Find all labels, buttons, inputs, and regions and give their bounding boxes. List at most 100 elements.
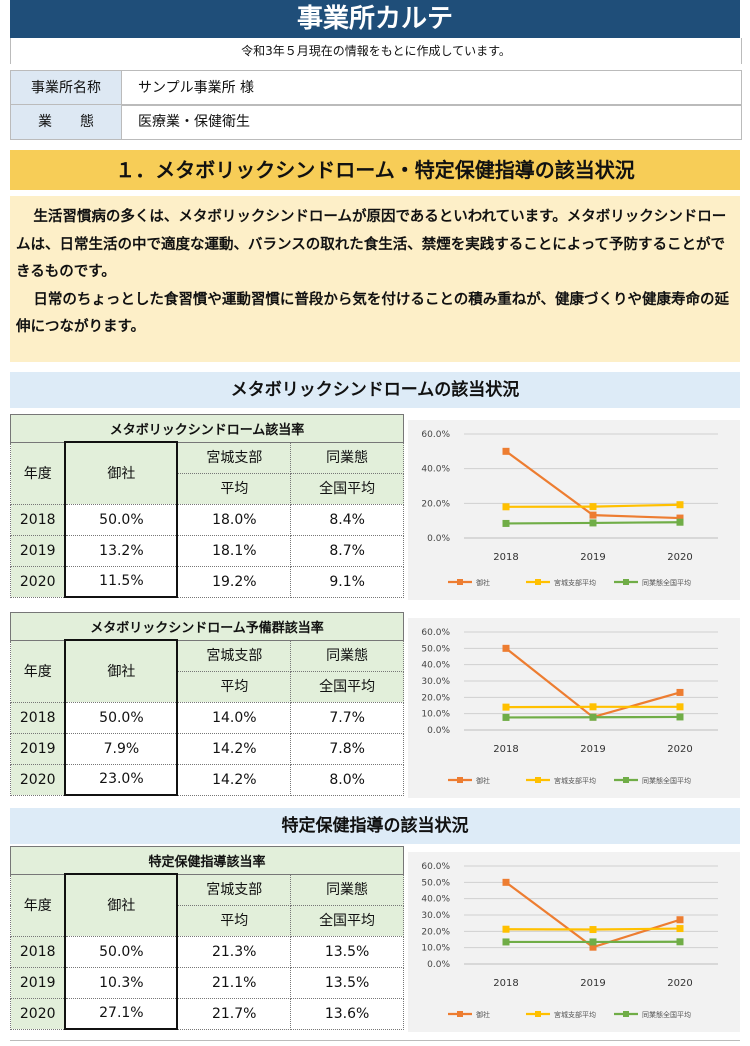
intro-paragraph: 生活習慣病の多くは、メタボリックシンドロームが原因であるといわれています。メタボ… bbox=[16, 209, 727, 280]
x-tick-label: 2018 bbox=[493, 978, 518, 989]
data-point bbox=[589, 511, 597, 519]
year-cell: 2018 bbox=[10, 503, 66, 536]
table-row: 2020 27.1% 21.7% 13.6% bbox=[10, 997, 404, 1030]
miyagi-cell: 14.2% bbox=[176, 763, 292, 796]
year-cell: 2020 bbox=[10, 565, 66, 598]
data-point bbox=[676, 916, 684, 924]
national-cell: 13.5% bbox=[290, 935, 404, 968]
national-cell: 8.4% bbox=[290, 503, 404, 536]
legend-marker bbox=[535, 1011, 541, 1017]
miyagi-cell: 18.1% bbox=[176, 534, 292, 567]
section-title: １．メタボリックシンドローム・特定保健指導の該当状況 bbox=[10, 150, 740, 190]
data-point bbox=[502, 938, 510, 946]
miyagi-cell: 19.2% bbox=[176, 565, 292, 598]
miyagi-cell: 21.3% bbox=[176, 935, 292, 968]
info-value: 医療業・保健衛生 bbox=[138, 114, 250, 130]
legend-marker bbox=[457, 579, 463, 585]
x-tick-label: 2019 bbox=[580, 552, 605, 563]
data-point bbox=[502, 447, 510, 455]
table-row: 2020 23.0% 14.2% 8.0% bbox=[10, 763, 404, 796]
y-tick-label: 50.0% bbox=[421, 644, 450, 654]
subsection-title-tokutei: 特定保健指導の該当状況 bbox=[10, 808, 740, 844]
x-tick-label: 2018 bbox=[493, 744, 518, 755]
metabo-rate-block: メタボリックシンドローム該当率 年度 御社 宮城支部 同業態 平均 全国平均 2… bbox=[10, 414, 740, 604]
data-point bbox=[589, 943, 597, 951]
data-point bbox=[502, 503, 510, 511]
miyagi-cell: 21.1% bbox=[176, 966, 292, 999]
table-row: 2018 50.0% 14.0% 7.7% bbox=[10, 701, 404, 734]
year-cell: 2018 bbox=[10, 701, 66, 734]
line-chart: 0.0% 20.0% 40.0% 60.0% 2018 2019 2020 御社 宮城支部平均 同… bbox=[408, 420, 740, 600]
legend-marker bbox=[535, 579, 541, 585]
y-tick-label: 0.0% bbox=[427, 726, 450, 736]
data-point bbox=[676, 688, 684, 696]
header-miyagi-2: 平均 bbox=[176, 670, 292, 703]
data-point bbox=[676, 938, 684, 946]
ours-cell: 10.3% bbox=[64, 966, 179, 999]
legend-label: 同業態全国平均 bbox=[642, 776, 691, 785]
header-national-2: 全国平均 bbox=[290, 904, 404, 937]
data-point bbox=[502, 519, 510, 527]
header-national-2: 全国平均 bbox=[290, 670, 404, 703]
x-tick-label: 2020 bbox=[667, 744, 692, 755]
y-tick-label: 60.0% bbox=[421, 862, 450, 872]
table-title: 特定保健指導該当率 bbox=[10, 846, 404, 875]
header-national-2: 全国平均 bbox=[290, 472, 404, 505]
rate-table: メタボリックシンドローム予備群該当率 年度 御社 宮城支部 同業態 平均 全国平… bbox=[10, 612, 404, 796]
table-row: 2018 50.0% 21.3% 13.5% bbox=[10, 935, 404, 968]
y-tick-label: 0.0% bbox=[427, 534, 450, 544]
data-point bbox=[676, 518, 684, 526]
y-tick-label: 40.0% bbox=[421, 661, 450, 671]
data-point bbox=[676, 514, 684, 522]
ours-cell: 50.0% bbox=[64, 935, 179, 968]
data-point bbox=[676, 703, 684, 711]
header-miyagi-2: 平均 bbox=[176, 904, 292, 937]
national-cell: 7.7% bbox=[290, 701, 404, 734]
year-cell: 2018 bbox=[10, 935, 66, 968]
year-cell: 2020 bbox=[10, 997, 66, 1030]
data-point bbox=[676, 713, 684, 721]
data-point bbox=[589, 519, 597, 527]
header-miyagi-2: 平均 bbox=[176, 472, 292, 505]
rate-table: メタボリックシンドローム該当率 年度 御社 宮城支部 同業態 平均 全国平均 2… bbox=[10, 414, 404, 598]
tokutei-rate-block: 特定保健指導該当率 年度 御社 宮城支部 同業態 平均 全国平均 2018 50… bbox=[10, 846, 740, 1036]
x-tick-label: 2018 bbox=[493, 552, 518, 563]
header-ours: 御社 bbox=[64, 873, 179, 937]
data-point bbox=[589, 938, 597, 946]
national-cell: 7.8% bbox=[290, 732, 404, 765]
legend-label: 御社 bbox=[476, 578, 490, 587]
miyagi-cell: 18.0% bbox=[176, 503, 292, 536]
rate-table: 特定保健指導該当率 年度 御社 宮城支部 同業態 平均 全国平均 2018 50… bbox=[10, 846, 404, 1030]
year-cell: 2019 bbox=[10, 534, 66, 567]
year-cell: 2020 bbox=[10, 763, 66, 796]
header-year: 年度 bbox=[10, 441, 66, 505]
line-chart: 0.0% 10.0% 20.0% 30.0% 40.0% 50.0% 60.0% 2018 20… bbox=[408, 852, 740, 1032]
legend-label: 御社 bbox=[476, 776, 490, 785]
year-cell: 2019 bbox=[10, 732, 66, 765]
header-national-1: 同業態 bbox=[290, 639, 404, 672]
miyagi-cell: 14.0% bbox=[176, 701, 292, 734]
legend-marker bbox=[623, 579, 629, 585]
legend-label: 宮城支部平均 bbox=[554, 578, 596, 587]
date-note: 令和3年５月現在の情報をもとに作成しています。 bbox=[10, 38, 742, 64]
legend-marker bbox=[457, 777, 463, 783]
x-tick-label: 2020 bbox=[667, 978, 692, 989]
year-cell: 2019 bbox=[10, 966, 66, 999]
table-row: 2019 10.3% 21.1% 13.5% bbox=[10, 966, 404, 999]
subsection-title-metabo: メタボリックシンドロームの該当状況 bbox=[10, 372, 740, 408]
header-miyagi-1: 宮城支部 bbox=[176, 639, 292, 672]
ours-cell: 23.0% bbox=[64, 763, 179, 796]
ours-cell: 11.5% bbox=[64, 565, 179, 598]
header-ours: 御社 bbox=[64, 639, 179, 703]
y-tick-label: 60.0% bbox=[421, 628, 450, 638]
ours-cell: 13.2% bbox=[64, 534, 179, 567]
ours-cell: 50.0% bbox=[64, 503, 179, 536]
table-title: メタボリックシンドローム予備群該当率 bbox=[10, 612, 404, 641]
header-year: 年度 bbox=[10, 639, 66, 703]
table-row: 2019 7.9% 14.2% 7.8% bbox=[10, 732, 404, 765]
header-national-1: 同業態 bbox=[290, 873, 404, 906]
info-row-industry: 業 態 医療業・保健衛生 bbox=[10, 104, 742, 140]
table-title: メタボリックシンドローム該当率 bbox=[10, 414, 404, 443]
legend-marker bbox=[457, 1011, 463, 1017]
chart-svg: 0.0% 10.0% 20.0% 30.0% 40.0% 50.0% 60.0% 2018 20… bbox=[421, 628, 718, 785]
